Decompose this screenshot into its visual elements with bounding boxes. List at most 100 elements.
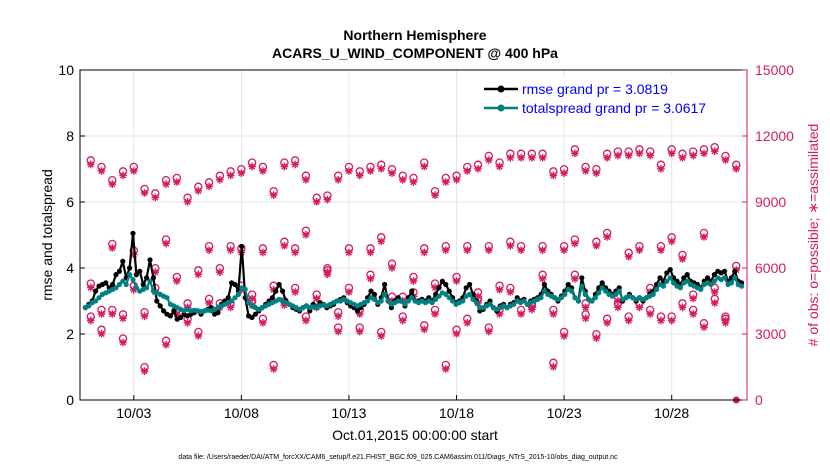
obs-assimilated-marker-high <box>86 160 95 169</box>
series-point-1 <box>722 275 728 281</box>
obs-assimilated-marker-high <box>334 176 342 184</box>
series-point-0 <box>252 311 258 317</box>
series-point-1 <box>235 291 241 297</box>
plot-area <box>80 70 747 400</box>
obs-assimilated-marker-low <box>431 283 439 292</box>
series-point-0 <box>354 308 360 314</box>
series-point-1 <box>562 291 568 297</box>
obs-assimilated-marker-mid <box>646 310 654 318</box>
series-point-1 <box>429 300 435 306</box>
obs-assimilated-marker-high <box>151 193 160 202</box>
obs-assimilated-marker-mid <box>538 246 547 254</box>
obs-assimilated-marker-high <box>463 167 472 175</box>
obs-assimilated-marker-low <box>205 299 213 307</box>
series-point-0 <box>140 281 146 288</box>
series-point-1 <box>684 278 690 284</box>
x-tick-label: 10/23 <box>547 405 582 421</box>
obs-assimilated-marker-mid <box>388 264 396 272</box>
obs-assimilated-marker-high <box>194 187 203 195</box>
obs-assimilated-marker-mid <box>162 239 170 248</box>
obs-assimilated-marker-high <box>495 162 504 171</box>
series-point-1 <box>473 300 479 306</box>
obs-assimilated-marker-low <box>721 319 730 327</box>
obs-assimilated-marker-low <box>291 288 299 296</box>
series-point-0 <box>684 272 690 278</box>
obs-assimilated-marker-high <box>538 154 547 162</box>
series-point-1 <box>572 295 578 301</box>
y-left-tick-label: 10 <box>58 62 74 78</box>
obs-assimilated-marker-high <box>689 151 698 160</box>
series-point-0 <box>130 230 136 236</box>
legend-rmse-label: rmse grand pr = 3.0819 <box>522 81 668 97</box>
obs-assimilated-marker-low <box>538 275 547 283</box>
obs-assimilated-marker-low <box>624 316 633 325</box>
obs-assimilated-marker-mid <box>409 277 418 285</box>
series-point-0 <box>565 281 571 288</box>
footer-data-file: data file: /Users/raeder/DAI/ATM_forcXX/… <box>178 454 618 461</box>
y-right-tick-label: 6000 <box>755 260 786 276</box>
series-point-0 <box>711 272 718 278</box>
obs-assimilated-marker-low <box>140 367 149 375</box>
obs-assimilated-marker-mid <box>420 248 429 257</box>
series-point-1 <box>728 280 735 286</box>
series-point-1 <box>711 278 718 284</box>
obs-assimilated-marker-low <box>86 316 95 325</box>
series-point-1 <box>603 288 609 294</box>
obs-assimilated-marker-high <box>517 154 525 162</box>
obs-assimilated-marker-mid <box>441 246 450 254</box>
obs-assimilated-marker-high <box>119 171 127 180</box>
y-right-tick-label: 3000 <box>755 326 786 342</box>
y-right-tick-label: 9000 <box>755 194 786 210</box>
series-point-0 <box>722 268 728 274</box>
obs-assimilated-marker-high <box>667 149 676 158</box>
series-point-1 <box>558 295 565 301</box>
obs-assimilated-marker-mid <box>485 246 493 254</box>
series-point-1 <box>385 298 391 304</box>
series-point-1 <box>246 300 252 306</box>
legend-rmse-marker <box>497 85 505 93</box>
obs-assimilated-marker-mid <box>183 319 192 327</box>
obs-assimilated-marker-low <box>97 330 106 338</box>
obs-assimilated-marker-mid <box>259 248 267 257</box>
obs-assimilated-marker-high <box>474 165 482 173</box>
obs-assimilated-marker-high <box>571 149 579 158</box>
series-point-0 <box>541 281 548 288</box>
obs-assimilated-marker-low <box>194 332 203 340</box>
obs-assimilated-marker-low <box>549 363 558 371</box>
series-point-1 <box>596 290 602 296</box>
obs-assimilated-marker-mid <box>614 303 622 312</box>
obs-assimilated-marker-high <box>614 151 622 160</box>
series-point-0 <box>120 258 126 264</box>
obs-assimilated-marker-high <box>592 169 601 177</box>
x-tick-label: 10/13 <box>331 405 366 421</box>
obs-assimilated-marker-low <box>119 338 127 347</box>
obs-assimilated-marker-mid <box>151 268 160 276</box>
obs-assimilated-marker-low <box>506 288 515 296</box>
obs-assimilated-marker-mid <box>700 233 708 241</box>
series-point-1 <box>382 291 388 297</box>
obs-assimilated-marker-high <box>506 154 515 162</box>
obs-assimilated-marker-high <box>700 149 708 158</box>
obs-assimilated-marker-low <box>259 319 267 327</box>
series-point-0 <box>705 275 711 281</box>
obs-assimilated-marker-low <box>635 303 644 312</box>
obs-assimilated-marker-mid <box>463 246 472 254</box>
obs-count-markers <box>86 142 741 404</box>
obs-assimilated-marker-low <box>345 288 353 296</box>
obs-assimilated-marker-mid <box>657 246 665 254</box>
obs-assimilated-marker-high <box>216 176 224 184</box>
obs-assimilated-marker-high <box>635 149 644 158</box>
series-point-1 <box>378 298 384 304</box>
obs-assimilated-marker-mid <box>108 244 117 252</box>
series-point-0 <box>443 281 449 288</box>
series-point-1 <box>470 296 476 302</box>
series-point-0 <box>157 303 163 309</box>
series-point-0 <box>171 308 177 314</box>
series-point-1 <box>433 296 439 302</box>
obs-assimilated-marker-high <box>162 180 170 188</box>
obs-assimilated-marker-mid <box>571 239 579 248</box>
obs-assimilated-marker-low <box>420 325 429 334</box>
obs-assimilated-marker-low <box>388 297 396 305</box>
obs-assimilated-marker-high <box>624 151 633 160</box>
series-point-0 <box>732 268 738 274</box>
